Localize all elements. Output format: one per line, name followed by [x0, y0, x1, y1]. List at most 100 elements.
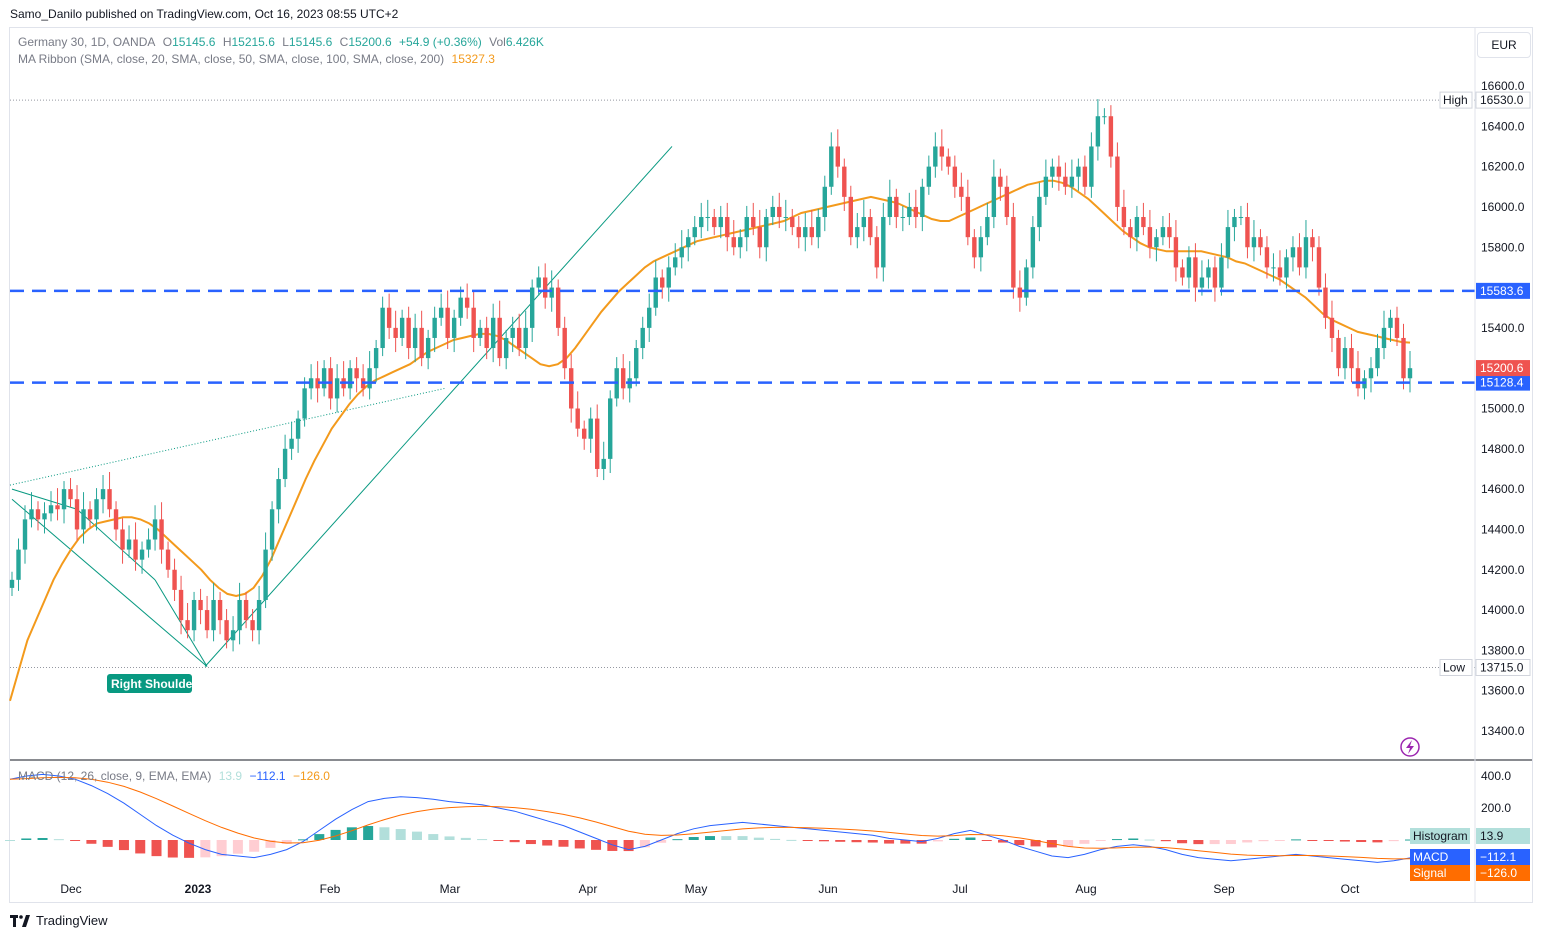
macd-histogram-bar	[1095, 840, 1106, 841]
price-tick-label: 13400.0	[1481, 724, 1525, 738]
candle-body	[211, 599, 216, 631]
candle	[855, 212, 860, 249]
candle	[393, 310, 398, 353]
candle	[946, 148, 951, 175]
ma-ribbon-label[interactable]: MA Ribbon (SMA, close, 20, SMA, close, 5…	[18, 52, 445, 66]
candle	[516, 313, 522, 357]
candle	[386, 293, 392, 339]
candle	[809, 209, 814, 246]
candle	[718, 205, 723, 239]
macd-histogram-bar	[1177, 840, 1188, 844]
candle	[1206, 259, 1211, 289]
candle	[484, 316, 489, 360]
candle	[367, 351, 372, 400]
candle-body	[282, 448, 288, 480]
candle-body	[738, 237, 743, 248]
macd-macd-value-label: −112.1	[1480, 850, 1516, 864]
candle-body	[217, 599, 223, 621]
level-price-label: 15128.4	[1480, 376, 1524, 390]
macd-histogram-bar	[688, 837, 699, 840]
candle	[289, 421, 294, 460]
candle-body	[1368, 368, 1374, 379]
candle-body	[68, 489, 73, 500]
candle-body	[1108, 116, 1114, 157]
macd-histogram-bar	[656, 840, 667, 843]
candle	[562, 316, 567, 380]
macd-label[interactable]: MACD (12, 26, close, 9, EMA, EMA)	[18, 769, 212, 783]
level-price-tag	[1476, 374, 1530, 391]
macd-histogram-bar	[1193, 840, 1204, 845]
time-tick-label: Mar	[440, 882, 461, 896]
macd-histogram-bar	[1014, 840, 1025, 846]
macd-histogram-bar	[53, 839, 64, 841]
candle	[230, 616, 236, 652]
signal-line	[9, 776, 1411, 860]
candle-body	[835, 146, 840, 167]
candle	[1238, 205, 1244, 226]
candle	[510, 316, 515, 353]
neckline-dotted	[9, 387, 446, 486]
macd-histogram-bar	[200, 840, 211, 858]
candle-body	[295, 418, 301, 439]
lightning-icon[interactable]	[1400, 737, 1420, 757]
candle	[256, 585, 262, 645]
macd-hist-value: 13.9	[218, 769, 243, 783]
candle	[1076, 158, 1081, 191]
time-tick-label: Jun	[818, 882, 837, 896]
candle	[211, 582, 216, 642]
candle	[907, 192, 912, 226]
candle	[198, 588, 203, 625]
candle-body	[972, 237, 977, 258]
candle	[1336, 329, 1341, 377]
candle	[354, 357, 359, 393]
candle	[445, 290, 450, 350]
candle	[464, 283, 470, 319]
macd-histogram-tag-label: Histogram	[1413, 829, 1468, 843]
macd-histogram-bar	[379, 827, 390, 840]
candle	[1154, 229, 1159, 262]
candle	[61, 481, 67, 524]
candle-body	[276, 479, 281, 510]
candle-body	[608, 398, 613, 459]
candle-body	[679, 247, 684, 258]
candle-body	[790, 217, 795, 228]
macd-histogram-bar	[591, 840, 602, 850]
candle-body	[725, 217, 730, 238]
candle	[790, 208, 795, 236]
macd-histogram-bar	[1339, 840, 1350, 842]
candle-body	[848, 196, 853, 238]
candle-body	[1186, 257, 1192, 278]
candle-body	[549, 287, 554, 298]
macd-histogram-bar	[21, 838, 32, 840]
candle	[803, 212, 808, 252]
symbol-legend: Germany 30, 1D, OANDA O15145.6 H15215.6 …	[18, 35, 548, 49]
candle	[1375, 333, 1380, 377]
candle-body	[952, 166, 958, 187]
candle	[113, 501, 119, 541]
currency-button[interactable]: EUR	[1477, 32, 1531, 58]
macd-histogram-bar	[1209, 840, 1220, 845]
symbol-name[interactable]: Germany 30, 1D, OANDA	[18, 35, 156, 49]
publisher-line: Samo_Danilo published on TradingView.com…	[10, 7, 399, 21]
candle	[1011, 202, 1016, 299]
footer-brand[interactable]: TradingView	[10, 913, 108, 928]
candle-body	[959, 186, 964, 197]
candle	[100, 475, 106, 514]
candle-body	[406, 317, 411, 349]
candle-body	[250, 620, 255, 631]
candle	[926, 155, 932, 195]
candle-body	[1193, 257, 1198, 288]
candle-body	[503, 337, 509, 359]
candle-body	[1407, 368, 1413, 379]
macd-histogram-bar	[525, 840, 536, 845]
candle	[133, 522, 138, 571]
candle	[542, 263, 548, 309]
candle	[1030, 216, 1036, 279]
candle	[1297, 233, 1302, 276]
ma-ribbon-legend: MA Ribbon (SMA, close, 20, SMA, close, 5…	[18, 52, 499, 66]
candle-body	[1212, 267, 1218, 288]
candle-body	[412, 327, 418, 349]
candle	[1017, 270, 1023, 312]
candle-body	[1128, 227, 1133, 238]
